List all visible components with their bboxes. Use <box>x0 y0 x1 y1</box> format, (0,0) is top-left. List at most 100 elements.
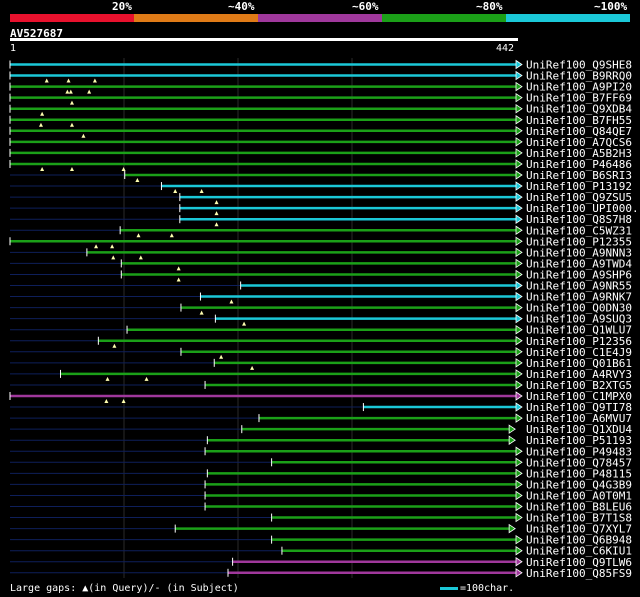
hit-end-arrow <box>515 214 523 224</box>
hit-label[interactable]: UniRef100_UPI000... <box>526 202 640 215</box>
query-gap-marker <box>121 166 126 171</box>
hit-label[interactable]: UniRef100_C5WZ31 <box>526 224 632 237</box>
query-gap-marker <box>250 365 255 370</box>
hit-label[interactable]: UniRef100_A0T0M1 <box>526 489 632 502</box>
hit-label[interactable]: UniRef100_Q6B948 <box>526 534 632 547</box>
hit-label[interactable]: UniRef100_Q4G3B9 <box>526 478 632 491</box>
hit-end-arrow <box>515 479 523 490</box>
hit-label[interactable]: UniRef100_B7FF69 <box>526 92 632 105</box>
hit-label[interactable]: UniRef100_Q84QE7 <box>526 125 632 138</box>
hit-end-arrow <box>515 181 523 191</box>
query-gap-marker <box>69 122 74 127</box>
legend-segment-60 <box>258 14 382 22</box>
hit-label[interactable]: UniRef100_B9RRQ0 <box>526 70 632 83</box>
hit-label[interactable]: UniRef100_Q1XDU4 <box>526 423 632 436</box>
hit-label[interactable]: UniRef100_Q9XDB4 <box>526 103 632 116</box>
hit-end-arrow <box>515 391 523 401</box>
hit-end-arrow <box>515 347 523 357</box>
hit-label[interactable]: UniRef100_Q78457 <box>526 456 632 469</box>
query-gap-marker <box>138 255 143 260</box>
hit-label[interactable]: UniRef100_A9NNN3 <box>526 246 632 259</box>
query-gap-marker <box>105 376 110 381</box>
hit-end-arrow <box>508 424 516 434</box>
hit-end-arrow <box>515 280 523 291</box>
query-gap-marker <box>135 178 140 182</box>
query-gap-marker <box>176 277 181 282</box>
hit-label[interactable]: UniRef100_B6SRI3 <box>526 169 632 182</box>
query-gap-marker <box>69 100 74 105</box>
hit-label[interactable]: UniRef100_Q85FS9 <box>526 567 632 580</box>
hit-label[interactable]: UniRef100_A9RNK7 <box>526 291 632 304</box>
hit-label[interactable]: UniRef100_A6MVU7 <box>526 412 632 425</box>
hit-label[interactable]: UniRef100_B7FH55 <box>526 114 632 127</box>
hit-label[interactable]: UniRef100_P46486 <box>526 158 632 171</box>
hit-end-arrow <box>515 247 523 258</box>
query-gap-marker <box>112 343 117 348</box>
hit-label[interactable]: UniRef100_Q7XYL7 <box>526 523 632 536</box>
query-gap-marker <box>199 310 204 315</box>
identity-color-legend <box>10 14 630 22</box>
hit-end-arrow <box>515 115 523 125</box>
hit-label[interactable]: UniRef100_Q1WLU7 <box>526 324 632 337</box>
hit-label[interactable]: UniRef100_A9TWD4 <box>526 257 632 270</box>
hit-label[interactable]: UniRef100_Q01B61 <box>526 357 632 370</box>
hit-end-arrow <box>515 291 523 302</box>
hit-end-arrow <box>515 203 523 213</box>
query-bar <box>10 38 518 41</box>
query-gap-marker <box>110 244 115 249</box>
hit-end-arrow <box>515 557 523 567</box>
hit-label[interactable]: UniRef100_Q9ZSU5 <box>526 191 632 204</box>
hit-label[interactable]: UniRef100_P51193 <box>526 434 632 447</box>
hit-label[interactable]: UniRef100_C1E4J9 <box>526 346 632 359</box>
query-gap-marker <box>65 89 70 94</box>
legend-segment-20 <box>10 14 134 22</box>
hit-end-arrow <box>515 137 523 147</box>
hit-end-arrow <box>515 568 523 578</box>
hit-end-arrow <box>515 512 523 523</box>
hit-label[interactable]: UniRef100_A9SHP6 <box>526 268 632 281</box>
hit-label[interactable]: UniRef100_C6KIU1 <box>526 545 632 558</box>
query-gap-marker <box>38 122 43 127</box>
query-gap-marker <box>214 222 219 227</box>
query-gap-marker <box>111 255 116 260</box>
hit-label[interactable]: UniRef100_B2XTG5 <box>526 379 632 392</box>
scale-label: =100char. <box>460 583 515 594</box>
query-gap-marker <box>104 399 109 403</box>
query-gap-marker <box>169 233 174 238</box>
query-gap-marker <box>66 78 71 83</box>
hit-label[interactable]: UniRef100_P48115 <box>526 467 632 480</box>
hit-end-arrow <box>515 457 523 468</box>
hit-label[interactable]: UniRef100_Q8S7H8 <box>526 213 632 226</box>
query-gap-marker <box>69 166 74 171</box>
query-gap-marker <box>214 211 219 216</box>
hit-label[interactable]: UniRef100_A4RVY3 <box>526 368 632 381</box>
hit-end-arrow <box>515 170 523 180</box>
hit-label[interactable]: UniRef100_Q9SHE8 <box>526 59 632 72</box>
query-gap-marker <box>44 78 49 83</box>
hit-end-arrow <box>515 59 523 70</box>
hit-end-arrow <box>515 501 523 512</box>
hit-label[interactable]: UniRef100_A9PI20 <box>526 81 632 94</box>
hit-end-arrow <box>508 523 516 534</box>
query-gap-marker <box>176 266 181 271</box>
hit-label[interactable]: UniRef100_A9NR55 <box>526 280 632 293</box>
hit-end-arrow <box>515 413 523 423</box>
hit-label[interactable]: UniRef100_P12355 <box>526 235 632 248</box>
hit-label[interactable]: UniRef100_B7T1S8 <box>526 512 632 525</box>
hit-label[interactable]: UniRef100_A7QCS6 <box>526 136 632 149</box>
hit-label[interactable]: UniRef100_P12356 <box>526 335 632 348</box>
hit-label[interactable]: UniRef100_P13192 <box>526 180 632 193</box>
hit-label[interactable]: UniRef100_B8LEU6 <box>526 501 632 514</box>
hit-label[interactable]: UniRef100_Q9TI78 <box>526 401 632 414</box>
hit-label[interactable]: UniRef100_A9SUQ3 <box>526 313 632 326</box>
hit-label[interactable]: UniRef100_A5B2H3 <box>526 147 632 160</box>
hit-end-arrow <box>515 103 523 114</box>
query-gap-marker <box>136 233 141 238</box>
hit-end-arrow <box>515 148 523 158</box>
hit-label[interactable]: UniRef100_C1MPX0 <box>526 390 632 403</box>
hit-label[interactable]: UniRef100_Q9TLW6 <box>526 556 632 569</box>
query-gap-marker <box>144 376 149 381</box>
hit-label[interactable]: UniRef100_P49483 <box>526 445 632 458</box>
hit-label[interactable]: UniRef100_Q0DN30 <box>526 302 632 315</box>
